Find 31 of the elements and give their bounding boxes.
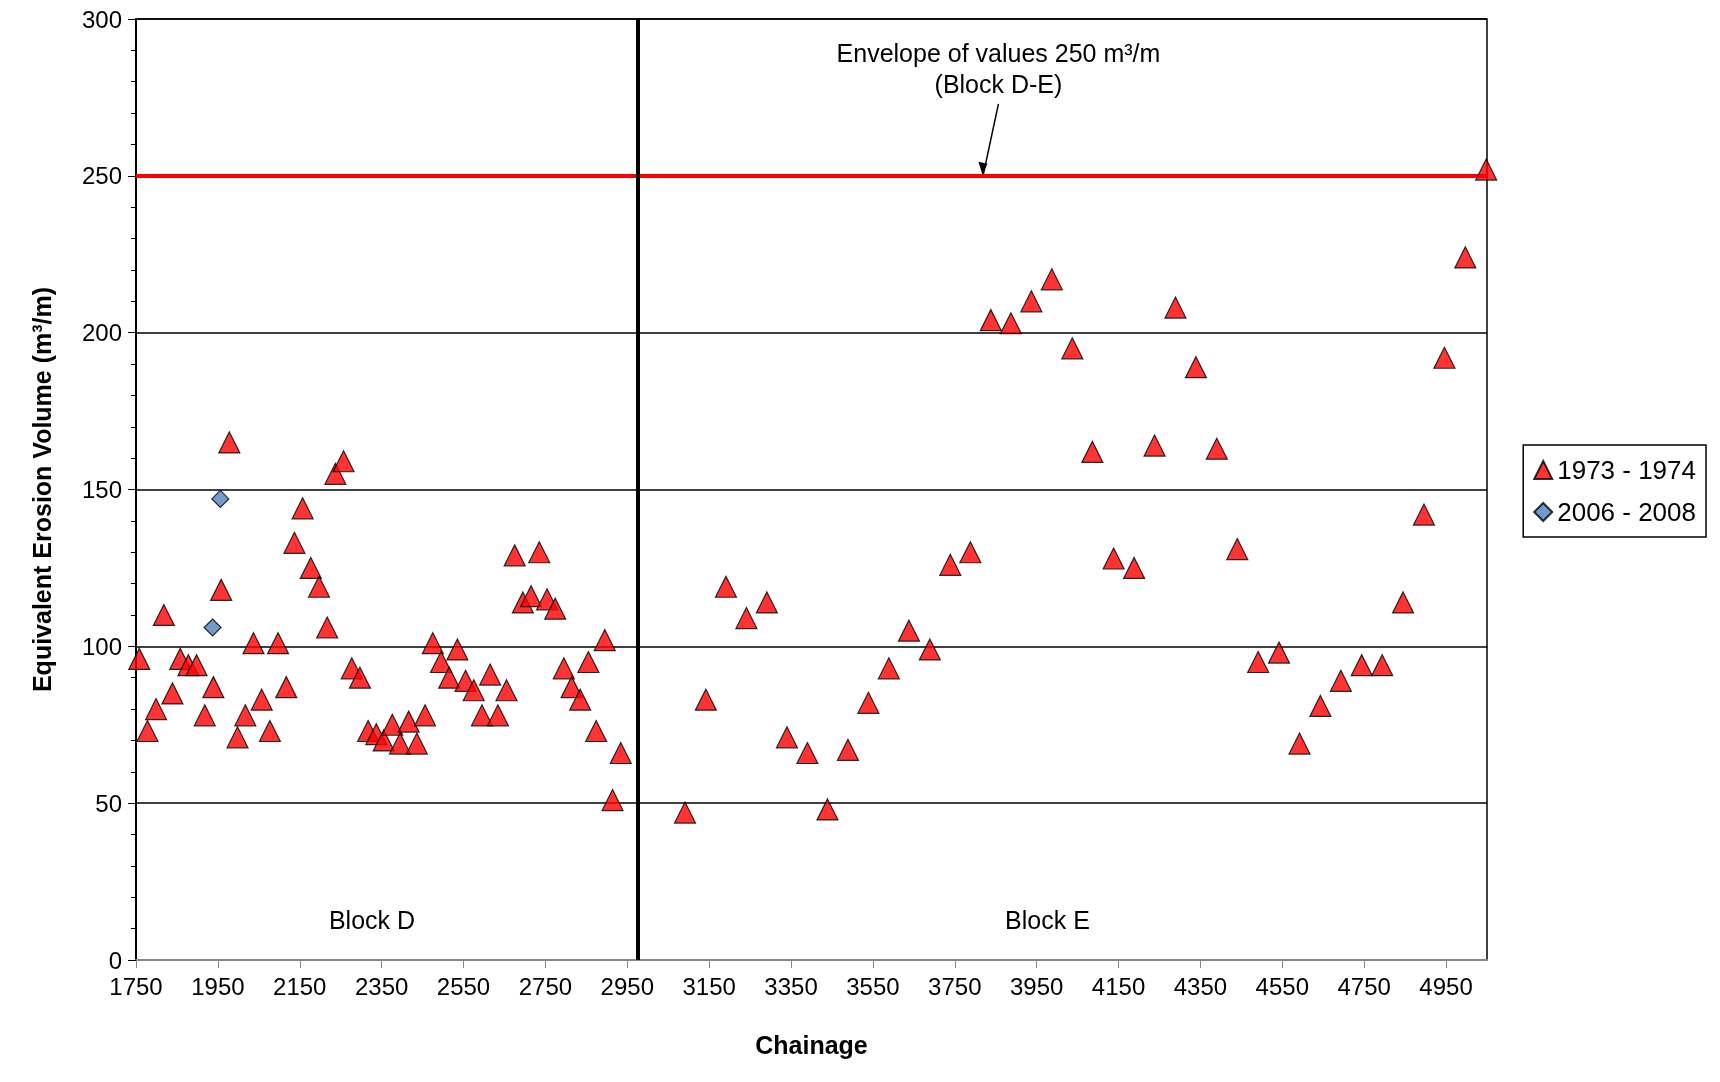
x-tick-label: 4550 <box>1255 972 1309 1000</box>
x-tick-label: 4750 <box>1337 972 1391 1000</box>
y-tick-label: 250 <box>81 162 122 190</box>
x-tick-label: 1750 <box>109 972 163 1000</box>
x-tick-label: 2150 <box>273 972 327 1000</box>
y-tick-label: 100 <box>81 632 122 660</box>
y-tick-label: 0 <box>108 946 122 974</box>
x-tick-label: 3950 <box>1009 972 1064 1000</box>
x-tick-label: 4950 <box>1419 972 1473 1000</box>
x-tick-label: 3150 <box>682 972 736 1000</box>
x-tick-label: 2550 <box>436 972 491 1000</box>
y-tick-label: 200 <box>81 319 122 347</box>
y-tick-label: 300 <box>81 5 122 33</box>
y-tick-label: 150 <box>81 476 122 503</box>
annotation: Envelope of values 250 m³/m (Block D-E) <box>836 39 1161 99</box>
x-tick-label: 2350 <box>354 972 409 1000</box>
legend-label: 1973 - 1974 <box>1557 455 1697 485</box>
x-axis-title: Chainage <box>755 1030 868 1059</box>
x-tick-label: 2750 <box>518 972 573 1000</box>
annotation: Block E <box>1005 906 1090 934</box>
x-tick-label: 4350 <box>1173 972 1228 1000</box>
x-tick-label: 3750 <box>928 972 982 1000</box>
y-tick-label: 50 <box>95 789 122 817</box>
x-tick-label: 4150 <box>1091 972 1146 1000</box>
x-tick-label: 3550 <box>846 972 900 1000</box>
x-tick-label: 1950 <box>191 972 245 1000</box>
y-axis-title: Equivalent Erosion Volume (m³/m) <box>27 286 56 693</box>
legend-label: 2006 - 2008 <box>1557 497 1697 527</box>
annotation: Block D <box>328 906 416 934</box>
x-tick-label: 2950 <box>600 972 654 1000</box>
x-tick-label: 3350 <box>764 972 818 1000</box>
